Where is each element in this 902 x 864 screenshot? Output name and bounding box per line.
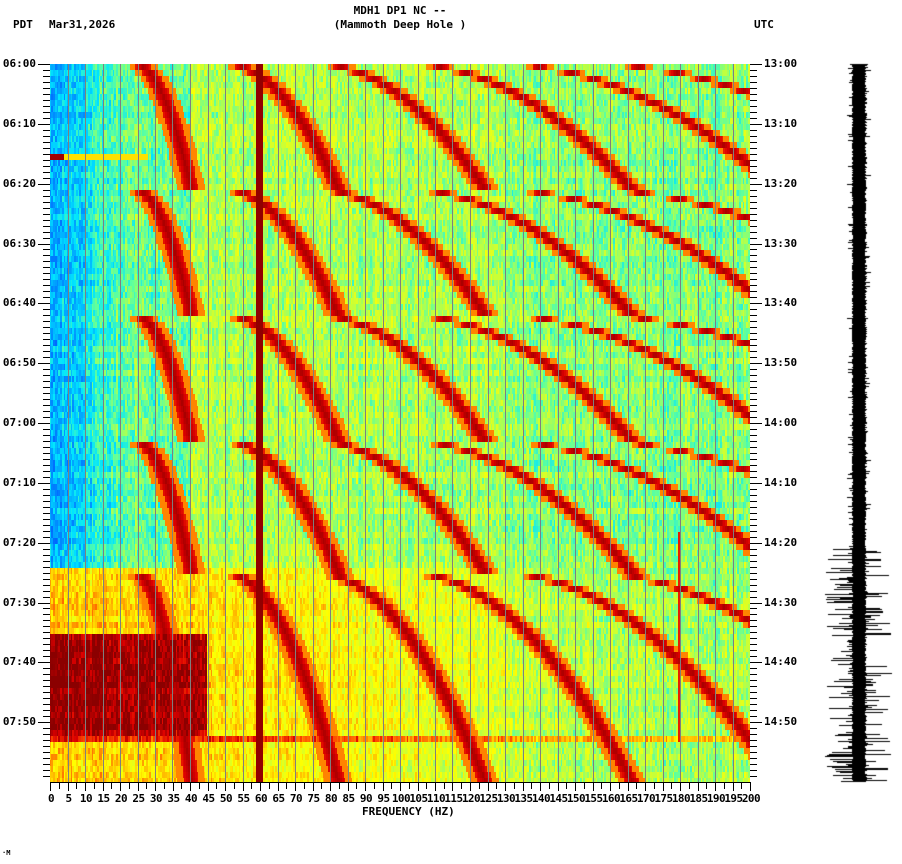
frequency-tick-label: 75	[307, 792, 320, 805]
time-tick-label-left: 06:40	[2, 296, 36, 310]
time-tick-label-left: 06:20	[2, 176, 36, 190]
frequency-tick-label: 120	[461, 792, 481, 805]
frequency-tick-label: 30	[149, 792, 163, 805]
frequency-tick-label: 125	[479, 792, 498, 805]
time-tick-label-right: 14:20	[764, 535, 798, 549]
time-tick-label-right: 14:30	[764, 595, 798, 609]
frequency-tick-label: 160	[601, 792, 621, 805]
frequency-tick-label: 60	[254, 792, 268, 805]
right-timezone-label: UTC	[754, 18, 774, 31]
frequency-tick-label: 25	[132, 792, 145, 805]
time-tick-label-left: 07:30	[2, 595, 36, 609]
date-label: Mar31,2026	[49, 18, 116, 31]
frequency-tick-label: 45	[202, 792, 215, 805]
time-tick-label-left: 06:00	[2, 57, 36, 70]
time-tick-label-left: 07:20	[2, 535, 36, 549]
spectrogram-heatmap	[50, 64, 750, 782]
x-axis-title: FREQUENCY (HZ)	[362, 805, 455, 818]
frequency-tick-label: 195	[724, 792, 743, 805]
frequency-tick-label: 55	[237, 792, 250, 805]
time-tick-label-right: 13:50	[764, 356, 798, 370]
time-tick-label-right: 13:30	[764, 236, 798, 250]
time-tick-label-right: 14:00	[764, 416, 798, 429]
time-tick-label-right: 13:10	[764, 116, 798, 130]
frequency-tick-label: 135	[514, 792, 533, 805]
frequency-tick-label: 115	[444, 792, 463, 805]
footer-mark: ·M	[2, 849, 11, 857]
frequency-tick-label: 20	[114, 792, 128, 805]
time-tick-label-right: 14:40	[764, 655, 798, 669]
frequency-tick-label: 150	[566, 792, 586, 805]
frequency-tick-label: 165	[619, 792, 638, 805]
frequency-tick-label: 90	[359, 792, 373, 805]
time-tick-label-left: 07:00	[2, 416, 36, 429]
spectrogram-plot	[50, 64, 750, 782]
frequency-tick-label: 0	[47, 792, 55, 805]
frequency-tick-label: 70	[289, 792, 303, 805]
frequency-tick-label: 100	[391, 792, 411, 805]
time-tick-label-right: 13:00	[764, 57, 798, 70]
frequency-tick-label: 15	[97, 792, 110, 805]
time-tick-label-left: 07:10	[2, 475, 36, 489]
frequency-tick-label: 140	[531, 792, 551, 805]
frequency-tick-label: 170	[636, 792, 656, 805]
frequency-tick-label: 95	[377, 792, 390, 805]
frequency-tick-label: 85	[342, 792, 355, 805]
time-tick-label-left: 06:50	[2, 356, 36, 370]
frequency-tick-label: 180	[671, 792, 691, 805]
frequency-tick-label: 50	[219, 792, 233, 805]
time-tick-label-left: 06:10	[2, 116, 36, 130]
frequency-tick-label: 5	[65, 792, 72, 805]
frequency-tick-label: 155	[584, 792, 603, 805]
frequency-tick-label: 130	[496, 792, 516, 805]
station-title: MDH1 DP1 NC --	[353, 4, 447, 17]
time-tick-label-left: 06:30	[2, 236, 36, 250]
seismogram-trace	[815, 60, 902, 786]
frequency-tick-label: 35	[167, 792, 180, 805]
time-tick-label-left: 07:40	[2, 655, 36, 669]
frequency-tick-label: 190	[706, 792, 726, 805]
frequency-tick-label: 185	[689, 792, 708, 805]
frequency-tick-label: 145	[549, 792, 568, 805]
time-tick-label-right: 14:50	[764, 715, 798, 729]
frequency-tick-label: 80	[324, 792, 338, 805]
frequency-tick-label: 200	[741, 792, 761, 805]
time-tick-label-right: 14:10	[764, 475, 798, 489]
frequency-tick-label: 105	[409, 792, 428, 805]
time-tick-label-right: 13:40	[764, 296, 798, 310]
time-tick-label-left: 07:50	[2, 715, 36, 729]
frequency-tick-label: 40	[184, 792, 198, 805]
left-timezone-label: PDT	[13, 18, 33, 31]
frequency-tick-label: 10	[79, 792, 93, 805]
frequency-tick-label: 65	[272, 792, 285, 805]
time-tick-label-right: 13:20	[764, 176, 798, 190]
site-subtitle: (Mammoth Deep Hole )	[333, 18, 467, 31]
frequency-tick-label: 110	[426, 792, 446, 805]
frequency-tick-label: 175	[654, 792, 673, 805]
